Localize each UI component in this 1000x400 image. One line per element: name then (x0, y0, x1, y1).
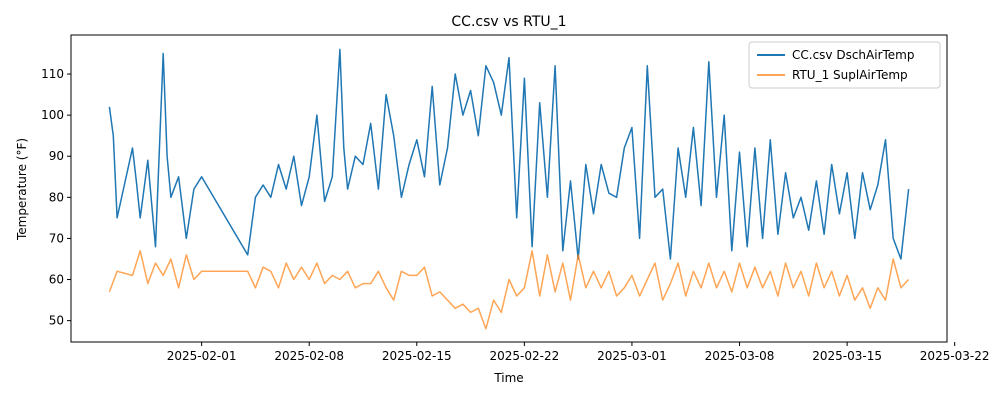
x-tick-label: 2025-02-22 (489, 349, 559, 363)
x-axis: 2025-02-01 2025-02-08 2025-02-15 2025-02-22… (167, 342, 990, 363)
chart-title: CC.csv vs RTU_1 (451, 14, 566, 30)
x-tick-label: 2025-03-01 (597, 349, 667, 363)
series-line-dsch-air-temp (108, 48, 910, 260)
plot-frame (70, 34, 948, 343)
legend: CC.csv DschAirTemp RTU_1 SuplAirTemp (748, 41, 941, 89)
y-axis-label: Temperature (°F) (15, 138, 29, 241)
legend-label-dsch: CC.csv DschAirTemp (792, 48, 915, 62)
y-tick-label: 80 (49, 190, 64, 204)
series-line-supl-air-temp (108, 250, 910, 330)
y-tick-label: 100 (41, 108, 64, 122)
y-tick-label: 70 (49, 231, 64, 245)
y-tick-label: 90 (49, 149, 64, 163)
x-axis-label: Time (493, 371, 523, 385)
x-tick-label: 2025-03-15 (812, 349, 882, 363)
y-tick-label: 50 (49, 314, 64, 328)
x-tick-label: 2025-02-08 (274, 349, 344, 363)
x-tick-label: 2025-02-15 (382, 349, 452, 363)
y-tick-label: 60 (49, 273, 64, 287)
y-tick-label: 110 (41, 67, 64, 81)
x-tick-label: 2025-02-01 (167, 349, 237, 363)
x-tick-label: 2025-03-08 (705, 349, 775, 363)
legend-label-supl: RTU_1 SuplAirTemp (792, 68, 908, 82)
y-axis: 50 60 70 80 90 100 110 (41, 67, 71, 328)
legend-box (748, 41, 941, 89)
series-layer (108, 48, 910, 330)
x-tick-label: 2025-03-22 (920, 349, 990, 363)
